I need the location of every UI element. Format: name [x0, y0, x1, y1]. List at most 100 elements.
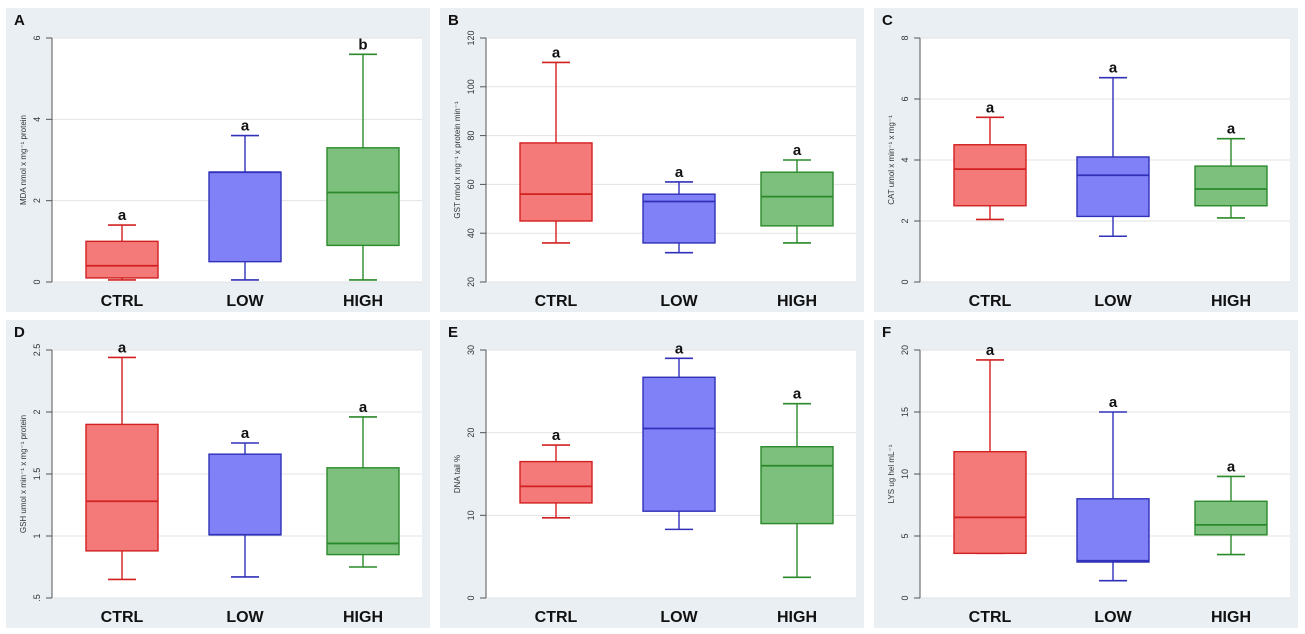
significance-letter: a [675, 164, 684, 181]
panel-a: 0 2 4 6 MDA nmol x mg⁻¹ protein Aa CTRL a LOW b HI… [6, 8, 430, 312]
y-tick-label: 80 [466, 131, 476, 141]
x-tick-label: CTRL [535, 609, 578, 626]
box-ctrl: a [519, 44, 593, 244]
y-tick-label: 4 [32, 117, 42, 122]
x-tick-label: LOW [660, 293, 698, 310]
x-tick-label: CTRL [101, 609, 144, 626]
y-tick-label: 5 [900, 533, 910, 538]
iqr-box [85, 423, 159, 552]
y-tick-label: 6 [900, 96, 910, 101]
x-tick-label: HIGH [1211, 293, 1251, 310]
significance-letter: a [552, 427, 561, 444]
iqr-box [85, 240, 159, 279]
significance-letter: a [1227, 458, 1236, 475]
significance-letter: a [1109, 60, 1118, 77]
significance-letter: a [986, 342, 995, 359]
x-tick-label: CTRL [101, 293, 144, 310]
y-tick-label: 1.5 [32, 468, 42, 481]
y-tick-label: 20 [900, 345, 910, 355]
significance-letter: a [241, 118, 250, 135]
x-tick-label: CTRL [969, 609, 1012, 626]
x-tick-label: HIGH [777, 609, 817, 626]
y-tick-label: 40 [466, 228, 476, 238]
box-low: a [642, 340, 716, 531]
panel-c: 0 2 4 6 8 CAT umol x min⁻¹ x mg⁻¹ Ca CTRL a LOW a H… [874, 8, 1298, 312]
iqr-box [760, 171, 834, 227]
x-tick-label: LOW [660, 609, 698, 626]
panel-letter: F [882, 324, 891, 341]
x-tick-label: CTRL [969, 293, 1012, 310]
y-tick-label: 0 [900, 595, 910, 600]
panel-b: 20 40 60 80 100 120 GST nmol x mg⁻¹ x protein … [440, 8, 864, 312]
x-tick-label: LOW [1094, 293, 1132, 310]
significance-letter: a [675, 340, 684, 357]
box-high: b [326, 36, 400, 281]
box-high: a [1194, 121, 1268, 219]
y-tick-label: 100 [466, 79, 476, 94]
significance-letter: a [118, 339, 127, 356]
panel-e: 0 10 20 30 DNA tail % Ea CTRL a LOW a HIGH [440, 320, 864, 628]
panel-letter: C [882, 12, 893, 29]
box-ctrl: a [519, 427, 593, 519]
significance-letter: a [241, 425, 250, 442]
x-tick-label: HIGH [1211, 609, 1251, 626]
y-axis-label: DNA tail % [453, 455, 462, 493]
y-tick-label: 0 [32, 279, 42, 284]
panel-letter: B [448, 12, 459, 29]
box-high: a [326, 399, 400, 568]
box-low: a [642, 164, 716, 254]
iqr-box [760, 446, 834, 525]
iqr-box [326, 147, 400, 247]
y-tick-label: 2 [900, 218, 910, 223]
iqr-box [1194, 500, 1268, 536]
x-tick-label: CTRL [535, 293, 578, 310]
panel-d: .5 1 1.5 2 2.5 GSH umol x min⁻¹ x mg⁻¹ protei… [6, 320, 430, 628]
panel-f: 0 5 10 15 20 LYS ug hel mL⁻¹ Fa CTRL a LOW a HIGH [874, 320, 1298, 628]
box-low: a [208, 118, 282, 281]
iqr-box [519, 142, 593, 222]
x-tick-label: HIGH [343, 609, 383, 626]
y-tick-label: 10 [466, 510, 476, 520]
box-ctrl: a [85, 339, 159, 581]
iqr-box [208, 171, 282, 263]
significance-letter: a [1227, 121, 1236, 138]
x-tick-label: HIGH [777, 293, 817, 310]
iqr-box [208, 453, 282, 536]
iqr-box [1076, 498, 1150, 563]
significance-letter: b [358, 36, 367, 53]
panel-letter: D [14, 324, 25, 341]
y-tick-label: 15 [900, 407, 910, 417]
panel-letter: E [448, 324, 458, 341]
significance-letter: a [793, 142, 802, 159]
y-axis-label: CAT umol x min⁻¹ x mg⁻¹ [887, 115, 896, 205]
panel-letter: A [14, 12, 25, 29]
y-tick-label: 2 [32, 198, 42, 203]
y-tick-label: 20 [466, 428, 476, 438]
x-tick-label: LOW [226, 609, 264, 626]
significance-letter: a [986, 99, 995, 116]
y-axis-label: GST nmol x mg⁻¹ x protein min⁻¹ [453, 101, 462, 219]
y-tick-label: 2 [32, 409, 42, 414]
y-tick-label: 8 [900, 35, 910, 40]
box-ctrl: a [953, 342, 1027, 555]
significance-letter: a [359, 399, 368, 416]
box-high: a [760, 142, 834, 244]
box-high: a [760, 386, 834, 579]
iqr-box [953, 450, 1027, 555]
box-low: a [1076, 394, 1150, 582]
significance-letter: a [118, 207, 127, 224]
box-low: a [1076, 60, 1150, 238]
iqr-box [953, 144, 1027, 207]
y-tick-label: 20 [466, 277, 476, 287]
iqr-box [326, 467, 400, 556]
y-tick-label: .5 [32, 594, 42, 602]
iqr-box [1076, 156, 1150, 218]
y-axis-label: LYS ug hel mL⁻¹ [887, 444, 896, 503]
y-axis-label: GSH umol x min⁻¹ x mg⁻¹ protein [19, 415, 28, 533]
x-tick-label: LOW [1094, 609, 1132, 626]
y-tick-label: 1 [32, 533, 42, 538]
iqr-box [642, 376, 716, 512]
y-tick-label: 6 [32, 35, 42, 40]
iqr-box [1194, 165, 1268, 207]
